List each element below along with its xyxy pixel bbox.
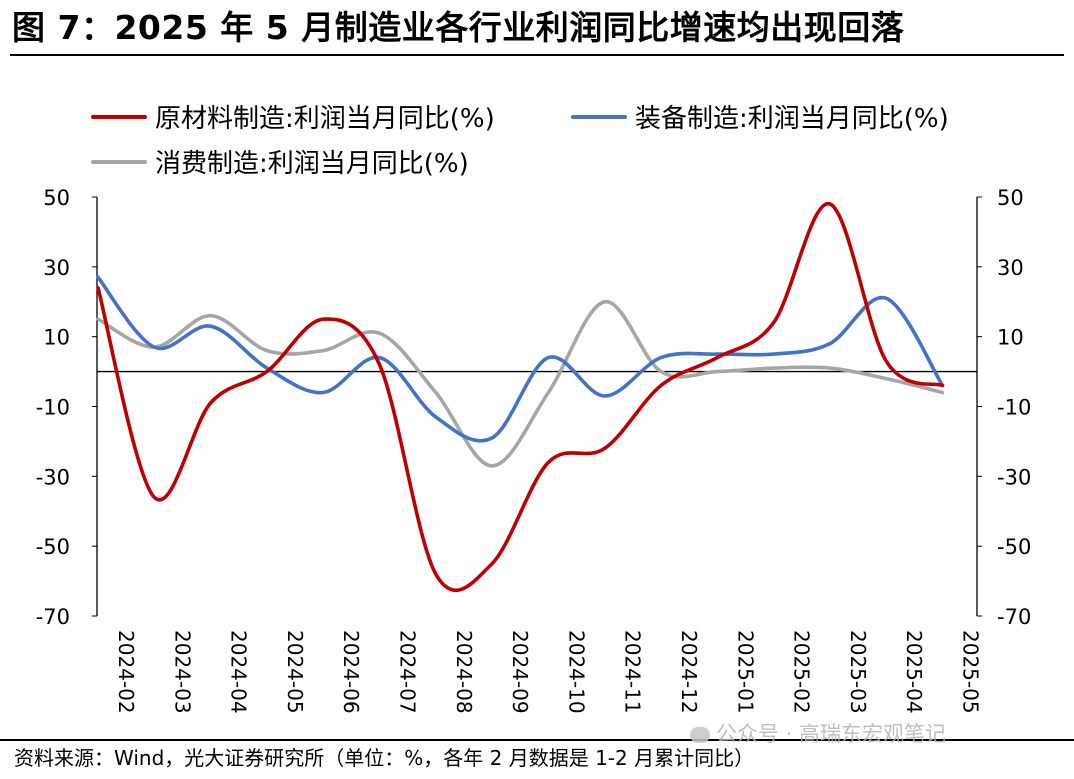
line-chart: 50 50 30 30 10 10 -10 -10 -30 -30 -50 -50 -70 -70 2024…: [36, 104, 1032, 714]
y-tick-label-right: -50: [997, 535, 1031, 559]
y-tick-label-left: -70: [36, 605, 70, 629]
y-tick-label-left: 50: [43, 186, 70, 210]
y-tick-label-left: -50: [36, 535, 70, 559]
title-divider: [10, 54, 1064, 56]
source-note: 资料来源：Wind，光大证券研究所（单位：%，各年 2 月数据是 1-2 月累计…: [14, 746, 755, 770]
x-tick-label: 2024-07: [396, 630, 420, 714]
y-tick-label-left: 30: [43, 256, 70, 280]
y-tick-label-right: -10: [997, 396, 1031, 420]
legend-label-3: 消费制造:利润当月同比(%): [155, 149, 469, 179]
x-tick-label: 2024-06: [339, 630, 363, 714]
x-tick-label: 2025-02: [790, 630, 814, 714]
x-tick-label: 2025-04: [902, 630, 926, 714]
x-tick-label: 2024-04: [227, 630, 251, 714]
series-line-1: [96, 202, 945, 592]
y-tick-label-right: -30: [997, 465, 1031, 489]
source-divider: [0, 739, 1074, 741]
x-tick-label: 2025-05: [959, 630, 983, 714]
y-tick-label-right: 50: [997, 186, 1024, 210]
series-line-2: [96, 275, 945, 443]
x-tick-label: 2024-08: [452, 630, 476, 714]
watermark: 公众号 · 高瑞东宏观笔记: [690, 718, 946, 748]
figure-title: 图 7：2025 年 5 月制造业各行业利润同比增速均出现回落: [12, 8, 905, 47]
x-tick-label: 2024-03: [170, 630, 194, 714]
x-tick-label: 2025-01: [733, 630, 757, 714]
legend-label-1: 原材料制造:利润当月同比(%): [155, 104, 495, 134]
x-tick-label: 2024-11: [621, 630, 645, 714]
x-tick-label: 2024-05: [283, 630, 307, 714]
y-tick-label-right: 10: [997, 326, 1024, 350]
wechat-icon: [690, 727, 710, 743]
x-tick-label: 2024-12: [677, 630, 701, 714]
y-tick-label-right: -70: [997, 605, 1031, 629]
y-tick-label-left: -30: [36, 465, 70, 489]
x-tick-label: 2024-02: [114, 630, 138, 714]
watermark-text: 公众号 · 高瑞东宏观笔记: [716, 722, 947, 746]
y-tick-label-left: 10: [43, 326, 70, 350]
legend-label-2: 装备制造:利润当月同比(%): [635, 104, 949, 134]
y-tick-label-left: -10: [36, 396, 70, 420]
series-line-3: [96, 300, 945, 468]
x-tick-label: 2025-03: [846, 630, 870, 714]
y-tick-label-right: 30: [997, 256, 1024, 280]
x-tick-label: 2024-10: [564, 630, 588, 714]
x-tick-label: 2024-09: [508, 630, 532, 714]
